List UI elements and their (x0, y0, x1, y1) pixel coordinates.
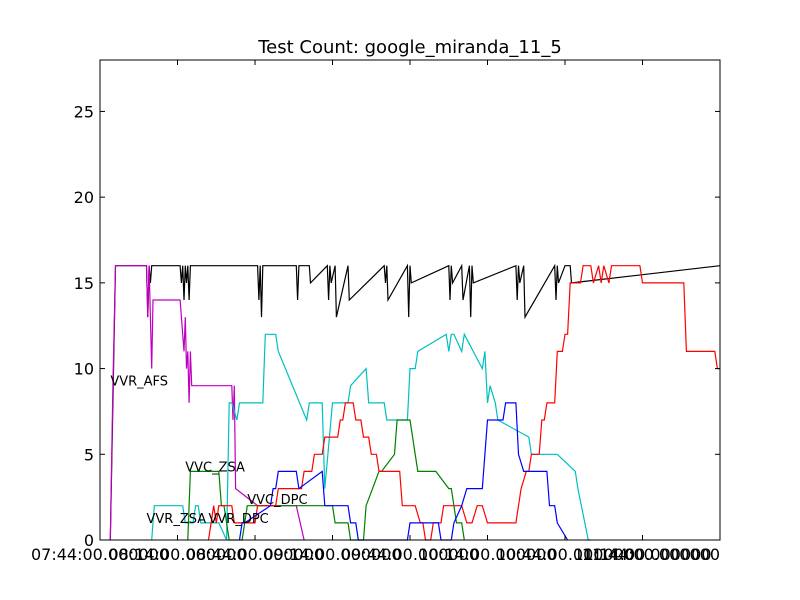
x-tick-label: 08:44:00.000000 (186, 545, 324, 564)
annotation-label: VVC_DPC (247, 493, 307, 508)
x-tick-label: 10:44:00.000000 (496, 545, 634, 564)
y-tick-label: 15 (74, 274, 94, 293)
x-tick-label: 11:44:00.000000 (582, 545, 720, 564)
series-line-0 (109, 263, 721, 541)
y-axis: 0 5 10 15 20 25 (74, 102, 720, 550)
chart-title: Test Count: google_miranda_11_5 (257, 37, 562, 58)
annotation-label: VVC_ZSA (185, 460, 245, 475)
y-tick-label: 20 (74, 188, 94, 207)
y-tick-label: 0 (84, 531, 94, 550)
x-tick-label: 09:44:00.000000 (341, 545, 479, 564)
x-axis: 07:44:00.00000008:14:00.00000008:44:00.0… (31, 60, 721, 564)
series-line-3 (187, 419, 465, 541)
x-tick-label: 09:14:00.000000 (263, 545, 401, 564)
x-tick-label: 10:14:00.000000 (418, 545, 556, 564)
series-line-2 (151, 332, 591, 541)
y-tick-label: 10 (74, 360, 94, 379)
x-tick-label: 08:14:00.000000 (108, 545, 246, 564)
annotation-label: VVR_DPC (209, 512, 269, 527)
annotation-label: VVR_ZSA (147, 512, 207, 527)
plot-area (100, 60, 720, 540)
y-tick-label: 25 (74, 102, 94, 121)
x-tick-label: 07:44:00.000000 (31, 545, 169, 564)
annotations: VVR_AFS VVC_ZSA VVR_ZSA VVR_DPC VVC_DPC (110, 375, 307, 527)
series-layer (109, 263, 721, 541)
x-tick-label: 11:14:00.000000 (573, 545, 711, 564)
y-tick-label: 5 (84, 445, 94, 464)
annotation-label: VVR_AFS (110, 375, 168, 390)
